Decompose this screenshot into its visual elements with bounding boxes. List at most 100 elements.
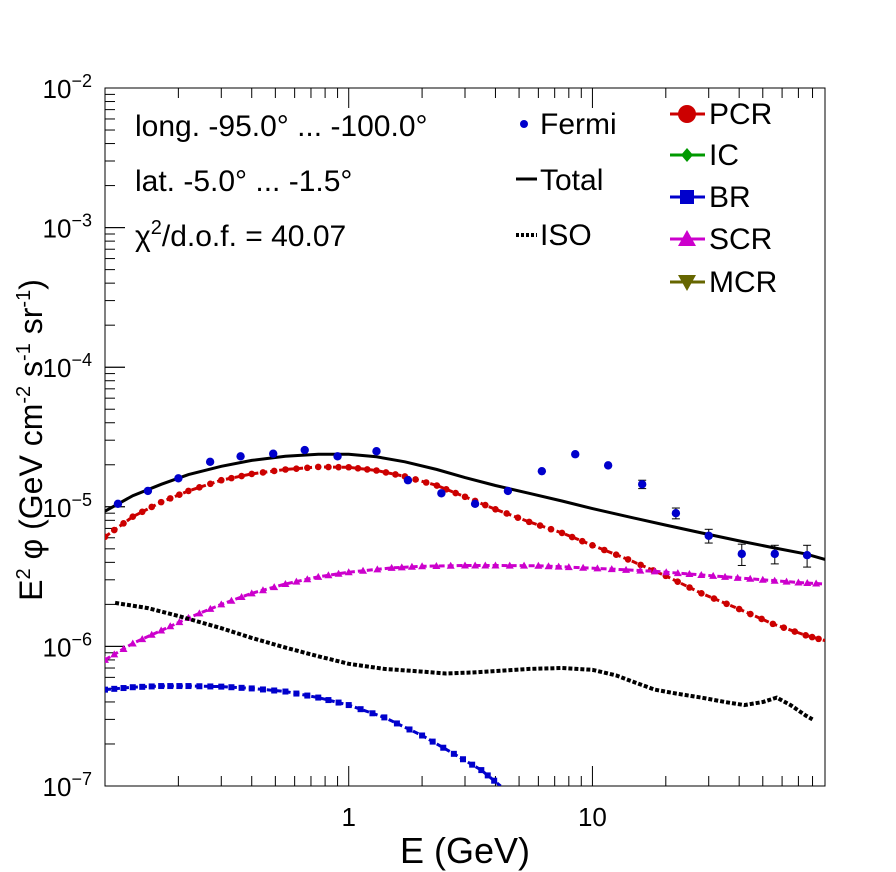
series-scr-point xyxy=(407,562,416,570)
series-pcr-point xyxy=(735,605,743,613)
series-scr-point xyxy=(314,572,323,580)
series-pcr-point xyxy=(148,503,155,511)
legend-fermi-marker xyxy=(520,120,528,128)
series-scr-point xyxy=(697,570,706,578)
ylabel-mid2: sr xyxy=(13,307,49,343)
series-pcr-point xyxy=(157,498,165,506)
series-br-point xyxy=(406,726,413,733)
series-pcr-point xyxy=(758,615,765,623)
series-br-point xyxy=(139,683,146,690)
series-iso xyxy=(114,600,814,722)
series-scr-point xyxy=(446,561,455,569)
y-tick-label-base: 10 xyxy=(43,632,72,662)
series-pcr-point xyxy=(747,610,754,618)
series-scr-point xyxy=(607,565,616,573)
series-br-point xyxy=(167,683,174,690)
series-br-point xyxy=(345,702,352,709)
series-scr-point xyxy=(534,561,543,569)
series-pcr-point xyxy=(698,590,705,597)
series-scr-point xyxy=(491,561,500,569)
series-scr-point xyxy=(397,563,406,571)
series-scr-point xyxy=(119,644,128,652)
legend-scr-label: SCR xyxy=(709,223,772,256)
legend-ic-label: IC xyxy=(709,139,739,172)
series-scr-point xyxy=(733,573,742,581)
y-axis-title: E2 φ (GeV cm-2 s-1 sr-1) xyxy=(13,279,49,601)
series-scr-point xyxy=(175,618,184,626)
series-scr-point xyxy=(505,561,514,569)
series-scr-point xyxy=(359,566,368,574)
series-pcr-point xyxy=(314,463,322,471)
fermi-point xyxy=(802,551,812,560)
series-pcr-point xyxy=(293,465,300,472)
series-scr-point xyxy=(746,574,755,582)
series-pcr-point xyxy=(780,624,788,631)
series-scr-point xyxy=(237,593,246,601)
series-pcr xyxy=(105,463,825,643)
series-scr-line xyxy=(105,564,825,662)
series-scr-point xyxy=(544,562,553,570)
series-pcr-point xyxy=(568,533,576,541)
fermi-point xyxy=(770,549,779,559)
series-pcr-point xyxy=(304,464,311,472)
series-br-point xyxy=(429,738,436,745)
series-pcr-point xyxy=(769,620,777,628)
axis-ticks xyxy=(104,87,826,787)
series-pcr-point xyxy=(282,466,289,473)
series-pcr-point xyxy=(185,487,192,495)
series-pcr-point xyxy=(325,463,332,471)
series-br-point xyxy=(440,744,447,751)
series-scr-point xyxy=(564,563,573,571)
y-tick-label: 10−4 xyxy=(43,350,92,383)
series-pcr-point xyxy=(248,470,256,478)
series-pcr-point xyxy=(802,632,810,639)
series-pcr-point xyxy=(238,472,245,480)
series-pcr-point xyxy=(354,465,362,472)
y-tick-label-base: 10 xyxy=(43,493,72,523)
y-tick-label: 10−6 xyxy=(43,629,92,662)
series-br-point xyxy=(393,720,400,727)
series-pcr-point xyxy=(503,510,510,517)
series-br-point xyxy=(484,772,491,779)
y-tick-label-exponent: −6 xyxy=(71,629,92,649)
series-pcr-point xyxy=(382,469,390,476)
series-pcr-line xyxy=(105,465,825,643)
series-br-point xyxy=(450,750,457,757)
series-scr-point xyxy=(387,563,396,571)
series-pcr-point xyxy=(710,595,718,602)
series-pcr-point xyxy=(601,546,608,554)
ylabel-base: E xyxy=(13,580,49,601)
series-scr-point xyxy=(292,577,301,585)
series-br-point xyxy=(176,683,183,690)
y-tick-label-base: 10 xyxy=(43,214,72,244)
ylabel-mid: s xyxy=(13,361,49,386)
fermi-points xyxy=(113,445,812,568)
series-br-point xyxy=(478,767,485,774)
fermi-point xyxy=(269,449,278,458)
fermi-point xyxy=(113,499,123,509)
fermi-point xyxy=(537,466,547,476)
series-br-point xyxy=(491,777,498,784)
series-pcr-point xyxy=(412,476,419,483)
series-pcr-point xyxy=(461,493,469,501)
series-scr-point xyxy=(461,561,469,569)
series-br-point xyxy=(335,699,342,706)
y-tick-label-exponent: −3 xyxy=(71,211,92,231)
series-scr-point xyxy=(812,579,821,587)
y-tick-label: 10−2 xyxy=(43,71,92,104)
series-scr-point xyxy=(258,586,267,594)
ylabel-sup3: -1 xyxy=(13,343,35,361)
legend-br-label: BR xyxy=(709,181,751,214)
series-scr-point xyxy=(782,577,791,585)
series-scr-point xyxy=(247,589,256,597)
series-scr-point xyxy=(128,639,137,647)
series-br-point xyxy=(259,686,266,693)
series-scr-point xyxy=(636,566,645,574)
series-pcr-point xyxy=(612,551,620,558)
series-scr-point xyxy=(110,650,119,658)
series-scr-point xyxy=(554,562,563,570)
x-tick-label: 10 xyxy=(578,802,607,832)
series-scr-point xyxy=(770,576,779,584)
longitude-annotation: long. -95.0° ... -100.0° xyxy=(135,110,428,143)
